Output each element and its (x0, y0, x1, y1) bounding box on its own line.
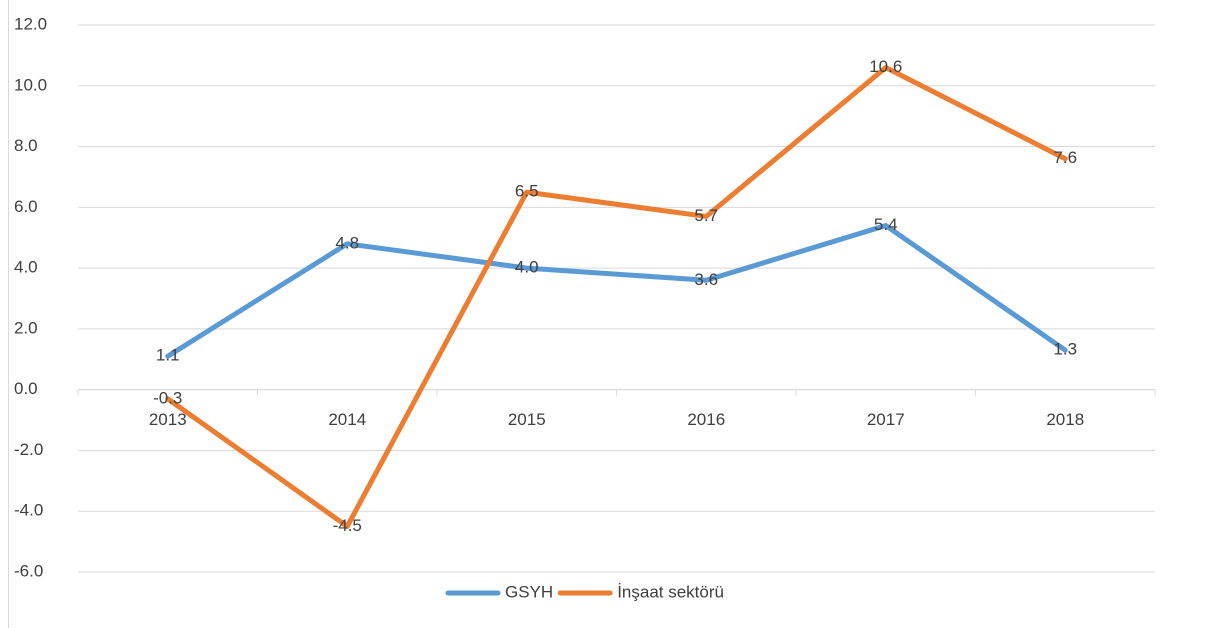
y-tick-label: 0.0 (14, 379, 38, 398)
y-tick-label: 12.0 (14, 14, 47, 33)
data-label: 7.6 (1053, 148, 1077, 167)
x-tick-label: 2016 (687, 410, 725, 429)
data-label: 1.3 (1053, 340, 1077, 359)
y-tick-label: -2.0 (14, 440, 43, 459)
data-label: 10.6 (869, 57, 902, 76)
data-label: -4.5 (333, 516, 362, 535)
chart-frame (8, 0, 9, 628)
x-tick-label: 2015 (508, 410, 546, 429)
data-label: -0.3 (153, 388, 182, 407)
x-tick-label: 2014 (328, 410, 366, 429)
y-tick-label: 6.0 (14, 197, 38, 216)
data-label: 4.0 (515, 258, 539, 277)
data-label: 5.4 (874, 215, 898, 234)
data-label: 6.5 (515, 182, 539, 201)
y-tick-label: -6.0 (14, 561, 43, 580)
data-label: 3.6 (694, 270, 718, 289)
x-tick-label: 2018 (1046, 410, 1084, 429)
data-label: 4.8 (335, 233, 359, 252)
data-label: 5.7 (694, 206, 718, 225)
y-tick-label: 4.0 (14, 258, 38, 277)
y-tick-label: -4.0 (14, 501, 43, 520)
data-label: 1.1 (156, 346, 180, 365)
legend-label: İnşaat sektörü (617, 582, 724, 601)
y-tick-label: 8.0 (14, 136, 38, 155)
series-line (165, 65, 1068, 529)
legend-label: GSYH (505, 582, 553, 601)
y-tick-label: 2.0 (14, 318, 38, 337)
x-tick-label: 2013 (149, 410, 187, 429)
x-tick-label: 2017 (867, 410, 905, 429)
series-line (165, 223, 1068, 359)
y-tick-label: 10.0 (14, 75, 47, 94)
